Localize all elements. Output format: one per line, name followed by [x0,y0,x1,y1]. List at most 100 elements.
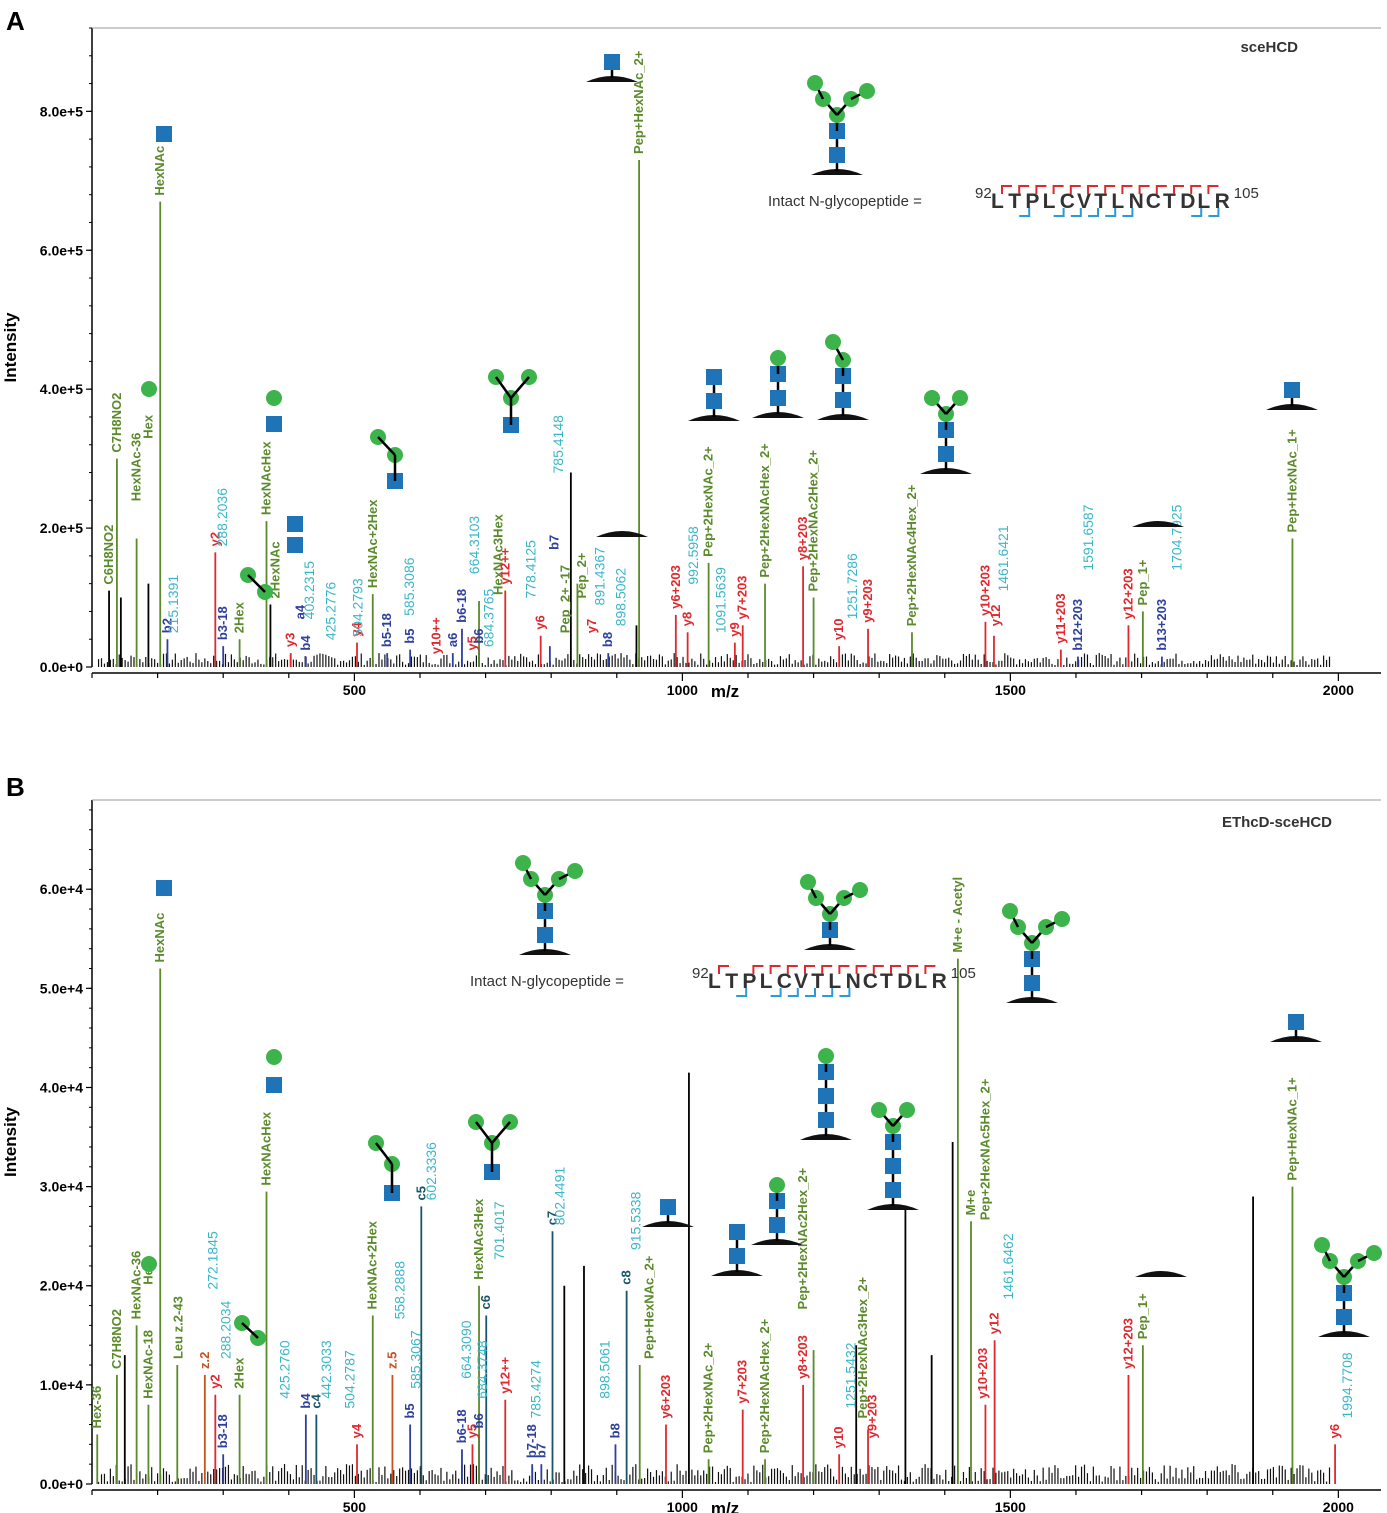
hexnac-square-icon [660,1199,676,1215]
peak-label: Pep+2HexNAc2Hex_2+ [795,1167,810,1309]
x-axis-label: m/z [711,682,739,701]
peak-label: 504.2787 [341,1350,357,1409]
peak-label: y2 [207,532,222,546]
peak-label: 2Hex [232,1357,247,1389]
peak-label: y4 [349,621,364,636]
peptide-base-icon [519,949,571,955]
peak-label: b5-18 [379,613,394,647]
hex-circle-icon [899,1102,915,1118]
hexnac-square-icon [885,1182,901,1198]
glycan-bond [247,574,266,593]
sequence-residue: L [708,970,722,993]
fragment-bracket-top [786,965,798,974]
hexnac-square-icon [537,927,553,943]
fragment-bracket-top [890,965,901,974]
peak-label: c7 [544,1211,559,1225]
peak-label: 1251.5432 [843,1342,859,1408]
sequence-start: 92 [975,185,992,202]
peak-label: 992.5958 [685,526,701,585]
peak-label: b2 [159,618,174,633]
sequence-start: 92 [692,965,709,982]
glycan-bond [510,376,530,399]
peak-label: 504.2793 [349,578,365,637]
hexnac-square-icon [156,126,172,142]
hex-circle-icon [924,390,940,406]
hexnac-square-icon [1288,1014,1304,1030]
peak-label: Pep_1+ [1135,1293,1150,1339]
fragment-bracket-bottom [1070,208,1082,217]
sequence-residue: L [914,970,928,993]
peptide-base-icon [1006,997,1058,1003]
peak-label: a4 [293,604,308,619]
peak-label: 1091.5639 [713,567,729,633]
fragment-bracket-top [1190,185,1202,194]
x-tick-label: 2000 [1323,1499,1354,1513]
sequence-residue: L [828,970,842,993]
hexnac-square-icon [706,393,722,409]
hexnac-square-icon [818,1088,834,1104]
peak-label: y8 [680,612,695,626]
fragment-bracket-bottom [822,988,834,997]
peak-label: Pep+2HexNAc_2+ [701,1342,716,1453]
sequence-residue: T [1094,190,1108,213]
hex-circle-icon [266,390,282,406]
hex-circle-icon [515,855,531,871]
peak-label: 288.2036 [214,488,230,547]
peptide-base-icon [804,944,856,950]
sequence-residue: R [932,970,948,993]
glycan-bond [494,376,513,399]
peptide-base-icon [1270,1036,1322,1042]
hexnac-square-icon [885,1158,901,1174]
peak-label: c4 [308,1393,323,1408]
hex-circle-icon [952,390,968,406]
fragment-bracket-top [1035,185,1047,194]
fragment-bracket-bottom [1191,208,1203,217]
peak-label: 915.5338 [627,1191,643,1250]
peak-label: c6 [478,1295,493,1309]
peak-label: Pep+HexNAc_2+ [631,50,646,154]
peak-label: y5 [464,636,479,650]
hexnac-square-icon [729,1248,745,1264]
hexnac-square-icon [1336,1309,1352,1325]
sequence-residue: L [1197,190,1211,213]
peak-label: 898.5061 [597,1340,613,1399]
x-tick-label: 500 [343,1499,367,1513]
peak-label: HexNAc3Hex [471,1198,486,1280]
fragment-bracket-top [1018,185,1030,194]
hexnac-square-icon [287,537,303,553]
fragment-bracket-top [718,965,729,974]
peak-label: 1251.7286 [844,553,860,619]
sequence-residue: C [863,970,879,993]
peak-label: b7-18 [524,1424,539,1458]
peak-label: b3-18 [215,606,230,640]
y-tick-label: 4.0e+5 [40,381,83,397]
peak-label: M+e [963,1190,978,1216]
sequence-caption: Intact N-glycopeptide = [470,973,624,990]
hexnac-square-icon [938,446,954,462]
sequence-residue: T [880,970,894,993]
peak-label: HexNAc-18 [140,1330,155,1399]
peak-label: Pep_2+ -17 [558,565,573,633]
fragment-bracket-top [1138,185,1150,194]
peak-label: b7 [533,1443,548,1458]
peak-label: C6H8NO2 [101,525,116,585]
sequence-residue: V [1077,190,1092,213]
peak-label: y10++ [428,617,443,654]
peak-label: HexNAcHex [258,441,273,515]
peak-label: y5 [464,1424,479,1438]
peak-label: b8 [607,1423,622,1438]
peak-label: Pep+2HexNAcHex_2+ [757,443,772,578]
glycan-bond [475,1121,493,1144]
peak-label: 442.3033 [318,1340,334,1399]
peak-label: a6 [445,633,460,647]
peptide-base-icon [688,415,740,421]
peak-label: Pep+2HexNAc5Hex_2+ [977,1078,992,1220]
sequence-residue: L [1111,190,1125,213]
peptide-base-icon [817,414,869,420]
fragment-bracket-top [1104,185,1116,194]
peak-label: 891.4367 [591,547,607,606]
hexnac-square-icon [604,54,620,70]
peak-label: b3-18 [215,1414,230,1448]
peak-label: y4 [349,1423,364,1438]
